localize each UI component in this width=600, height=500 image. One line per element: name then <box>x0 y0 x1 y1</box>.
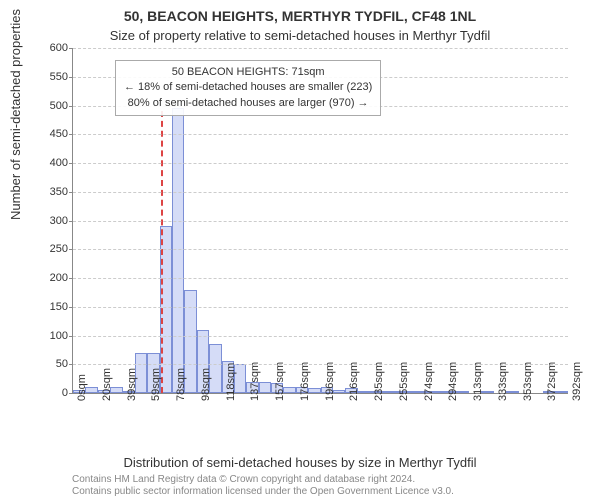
x-tick-label: 392sqm <box>571 362 583 401</box>
credits-line2: Contains public sector information licen… <box>72 486 454 498</box>
chart-title-sub: Size of property relative to semi-detach… <box>0 28 600 43</box>
x-tick-label: 59sqm <box>150 368 162 401</box>
gridline <box>73 134 568 135</box>
y-tick-label: 300 <box>50 215 68 227</box>
gridline <box>73 364 568 365</box>
x-tick-label: 353sqm <box>522 362 534 401</box>
y-tick-label: 600 <box>50 42 68 54</box>
gridline <box>73 278 568 279</box>
x-axis-label: Distribution of semi-detached houses by … <box>0 455 600 470</box>
x-tick-label: 137sqm <box>249 362 261 401</box>
x-tick-label: 333sqm <box>497 362 509 401</box>
x-tick-label: 216sqm <box>348 362 360 401</box>
x-tick-label: 78sqm <box>175 368 187 401</box>
y-tick-label: 0 <box>62 387 68 399</box>
y-tick-label: 150 <box>50 301 68 313</box>
chart-container: { "chart": { "type": "histogram", "title… <box>0 0 600 500</box>
x-tick-label: 313sqm <box>472 362 484 401</box>
gridline <box>73 48 568 49</box>
chart-title-main: 50, BEACON HEIGHTS, MERTHYR TYDFIL, CF48… <box>0 8 600 24</box>
y-tick-label: 350 <box>50 186 68 198</box>
x-tick-label: 20sqm <box>101 368 113 401</box>
y-tick-label: 450 <box>50 128 68 140</box>
gridline <box>73 163 568 164</box>
y-tick-label: 250 <box>50 243 68 255</box>
y-tick-label: 100 <box>50 330 68 342</box>
x-tick-label: 176sqm <box>299 362 311 401</box>
x-tick-label: 196sqm <box>324 362 336 401</box>
x-tick-label: 118sqm <box>225 363 237 401</box>
credits-line1: Contains HM Land Registry data © Crown c… <box>72 474 454 486</box>
y-tick-label: 50 <box>56 358 68 370</box>
y-tick-mark <box>69 393 73 394</box>
x-tick-label: 255sqm <box>398 362 410 401</box>
gridline <box>73 249 568 250</box>
x-tick-label: 98sqm <box>200 368 212 401</box>
property-reference-line <box>161 111 163 393</box>
y-tick-label: 500 <box>50 100 68 112</box>
annotation-box: 50 BEACON HEIGHTS: 71sqm← 18% of semi-de… <box>115 60 381 116</box>
annotation-line2: ← 18% of semi-detached houses are smalle… <box>124 80 372 95</box>
x-tick-label: 294sqm <box>447 362 459 401</box>
y-tick-label: 550 <box>50 71 68 83</box>
x-tick-label: 274sqm <box>423 362 435 401</box>
y-axis-label: Number of semi-detached properties <box>8 9 23 220</box>
gridline <box>73 307 568 308</box>
x-tick-label: 157sqm <box>274 362 286 401</box>
x-tick-label: 372sqm <box>546 362 558 401</box>
x-tick-label: 39sqm <box>126 368 138 401</box>
gridline <box>73 192 568 193</box>
x-tick-label: 235sqm <box>373 362 385 401</box>
credits-text: Contains HM Land Registry data © Crown c… <box>72 474 454 498</box>
annotation-line3: 80% of semi-detached houses are larger (… <box>124 96 372 111</box>
x-tick-label: 0sqm <box>76 374 88 401</box>
histogram-bar <box>172 108 184 393</box>
y-tick-label: 200 <box>50 272 68 284</box>
y-tick-label: 400 <box>50 157 68 169</box>
gridline <box>73 336 568 337</box>
gridline <box>73 221 568 222</box>
annotation-line1: 50 BEACON HEIGHTS: 71sqm <box>124 65 372 80</box>
